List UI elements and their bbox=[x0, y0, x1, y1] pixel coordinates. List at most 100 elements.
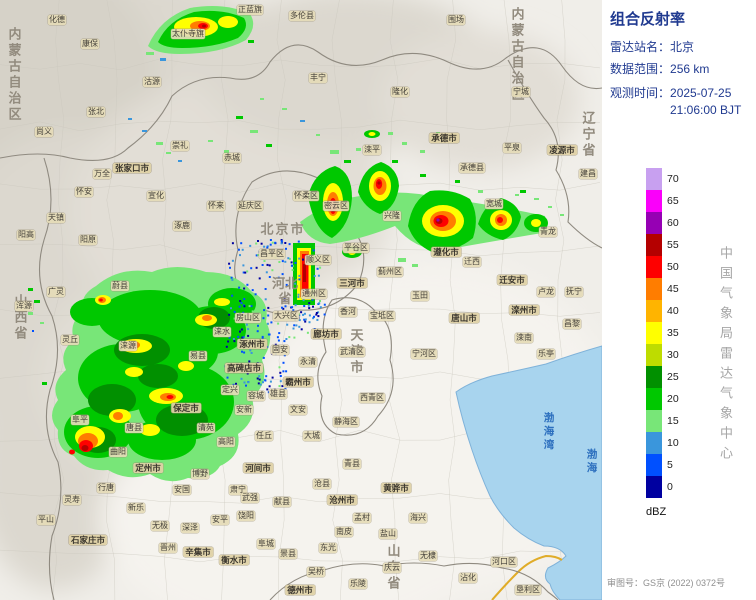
weak-echo-dot bbox=[277, 255, 280, 258]
legend-value: 5 bbox=[667, 459, 673, 471]
legend-row: 25 bbox=[646, 366, 679, 388]
radar-echo-shape bbox=[28, 288, 33, 291]
weak-echo-dot bbox=[242, 336, 245, 339]
weak-echo-dot bbox=[245, 367, 248, 370]
radar-echo-shape bbox=[34, 300, 40, 303]
radar-echo-shape bbox=[81, 445, 89, 451]
weak-echo-dot bbox=[246, 283, 249, 286]
legend-row: 15 bbox=[646, 410, 679, 432]
weak-echo-dot bbox=[247, 364, 250, 367]
weak-echo-dot bbox=[303, 305, 306, 307]
weak-echo-dot bbox=[240, 377, 243, 380]
radar-echo-shape bbox=[224, 150, 229, 153]
weak-echo-dot bbox=[270, 254, 273, 257]
weak-echo-dot bbox=[312, 305, 314, 308]
weak-echo-dot bbox=[319, 266, 322, 269]
legend-color-cell bbox=[646, 234, 662, 256]
weak-echo-dot bbox=[240, 339, 243, 342]
weak-echo-dot bbox=[313, 292, 315, 295]
weak-echo-dot bbox=[248, 343, 251, 346]
weak-echo-dot bbox=[269, 239, 272, 241]
weak-echo-dot bbox=[233, 310, 236, 313]
legend-row: 45 bbox=[646, 278, 679, 300]
legend-color-cell bbox=[646, 300, 662, 322]
legend-row: 30 bbox=[646, 344, 679, 366]
weak-echo-dot bbox=[261, 337, 264, 340]
weak-echo-dot bbox=[276, 347, 279, 350]
weak-echo-dot bbox=[258, 378, 261, 381]
legend-color-cell bbox=[646, 212, 662, 234]
weak-echo-dot bbox=[267, 391, 270, 394]
radar-echo-shape bbox=[202, 24, 206, 28]
weak-echo-dot bbox=[302, 258, 304, 261]
radar-echo-shape bbox=[178, 160, 182, 162]
weak-echo-dot bbox=[306, 331, 309, 334]
weak-echo-dot bbox=[256, 330, 259, 333]
weak-echo-dot bbox=[295, 324, 298, 327]
radar-echo-shape bbox=[250, 130, 258, 133]
weak-echo-dot bbox=[228, 313, 231, 316]
radar-echo-shape bbox=[377, 181, 381, 185]
radar-echo-shape bbox=[515, 194, 519, 196]
weak-echo-dot bbox=[297, 293, 300, 296]
weak-echo-dot bbox=[285, 370, 288, 373]
weak-echo-dot bbox=[228, 262, 231, 265]
radar-echo-shape bbox=[130, 343, 136, 347]
weak-echo-dot bbox=[279, 375, 282, 377]
weak-echo-dot bbox=[249, 349, 252, 352]
weak-echo-dot bbox=[303, 318, 306, 321]
range-value: 256 km bbox=[670, 62, 710, 76]
boundary-line bbox=[0, 549, 601, 563]
weak-echo-dot bbox=[267, 314, 270, 317]
weak-echo-dot bbox=[230, 276, 233, 279]
radar-echo-shape bbox=[402, 142, 407, 145]
legend-row: 40 bbox=[646, 300, 679, 322]
weak-echo-dot bbox=[284, 305, 287, 308]
weak-echo-dot bbox=[278, 385, 281, 388]
weak-echo-dot bbox=[225, 345, 228, 348]
weak-echo-dot bbox=[253, 339, 256, 342]
weak-echo-dot bbox=[257, 382, 260, 385]
weak-echo-dot bbox=[302, 313, 305, 316]
bohai-sea bbox=[455, 345, 602, 600]
weak-echo-dot bbox=[238, 305, 241, 308]
weak-echo-dot bbox=[303, 312, 306, 315]
radar-echo-shape bbox=[478, 190, 483, 193]
obs-time-value: 21:06:00 BJT bbox=[670, 103, 742, 117]
weak-echo-dot bbox=[282, 346, 285, 349]
radar-echo-shape bbox=[436, 218, 440, 222]
weak-echo-dot bbox=[247, 328, 250, 331]
weak-echo-dot bbox=[281, 385, 284, 388]
radar-echo-shape bbox=[113, 412, 123, 420]
weak-echo-dot bbox=[254, 293, 257, 296]
weak-echo-dot bbox=[281, 260, 284, 263]
weak-echo-dot bbox=[284, 260, 287, 263]
weak-echo-dot bbox=[255, 337, 257, 340]
weak-echo-dot bbox=[271, 241, 274, 244]
weak-echo-dot bbox=[283, 340, 286, 343]
weak-echo-dot bbox=[243, 298, 246, 300]
weak-echo-dot bbox=[260, 242, 263, 245]
weak-echo-dot bbox=[258, 375, 261, 378]
weak-echo-dot bbox=[237, 335, 240, 338]
weak-echo-dot bbox=[242, 341, 244, 344]
legend-value: 20 bbox=[667, 393, 679, 405]
boundary-line bbox=[446, 0, 456, 600]
weak-echo-dot bbox=[280, 240, 283, 243]
obs-time-line: 观测时间：2025-07-25 bbox=[610, 84, 731, 101]
weak-echo-dot bbox=[250, 305, 253, 308]
weak-echo-dot bbox=[298, 257, 301, 260]
legend-row: 0 bbox=[646, 476, 679, 498]
weak-echo-dot bbox=[269, 380, 272, 383]
weak-echo-dot bbox=[284, 388, 287, 390]
weak-echo-dot bbox=[282, 307, 285, 310]
station-line: 雷达站名：北京 bbox=[610, 38, 694, 55]
weak-echo-dot bbox=[224, 365, 227, 368]
weak-echo-dot bbox=[268, 264, 271, 267]
weak-echo-dot bbox=[250, 267, 253, 270]
weak-echo-dot bbox=[290, 316, 293, 319]
weak-echo-dot bbox=[297, 313, 300, 316]
weak-echo-dot bbox=[239, 330, 241, 333]
legend-row: 60 bbox=[646, 212, 679, 234]
weak-echo-dot bbox=[231, 242, 234, 245]
